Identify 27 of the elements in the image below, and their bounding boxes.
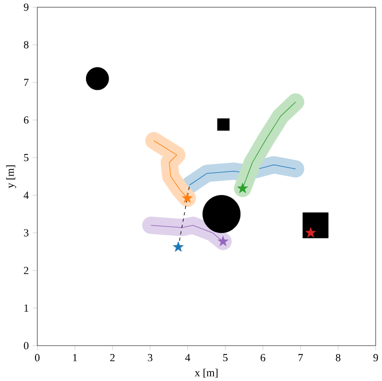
y-tick-label: 8 [24, 41, 28, 48]
y-tick-label: 6 [24, 116, 29, 124]
y-tick-label: 1 [24, 304, 28, 312]
point [172, 241, 184, 252]
point [218, 236, 228, 246]
x-tick-label: 6 [260, 354, 266, 362]
x-tick-label: 1 [73, 354, 77, 362]
x-tick-label: 8 [336, 354, 340, 362]
x-axis-title: x [m] [194, 368, 218, 378]
point [305, 227, 316, 238]
point [182, 192, 193, 203]
y-tick-label: 3 [24, 229, 28, 236]
y-tick-label: 7 [24, 78, 29, 86]
point [237, 182, 248, 193]
x-tick-label: 2 [110, 354, 115, 362]
y-tick-label: 0 [24, 342, 28, 350]
y-tick-label: 5 [24, 154, 28, 162]
x-tick-label: 3 [148, 354, 152, 362]
y-axis-title: y [m] [6, 165, 16, 188]
y-tick-label: 2 [24, 266, 28, 274]
y-tick-label: 9 [24, 3, 28, 11]
y-tick-label: 4 [24, 192, 29, 199]
x-tick-label: 5 [223, 354, 228, 362]
x-tick-label: 7 [298, 354, 303, 361]
x-tick-label: 9 [373, 354, 378, 362]
x-tick-label: 0 [34, 354, 40, 362]
x-tick-label: 4 [185, 354, 190, 362]
